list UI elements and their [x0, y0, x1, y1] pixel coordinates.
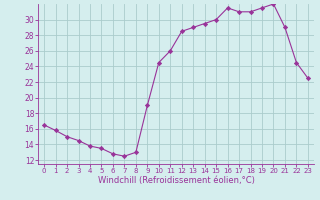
X-axis label: Windchill (Refroidissement éolien,°C): Windchill (Refroidissement éolien,°C) [98, 176, 254, 185]
